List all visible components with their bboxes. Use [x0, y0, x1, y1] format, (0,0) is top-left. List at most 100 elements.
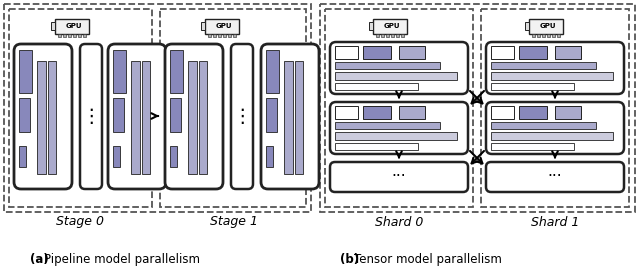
Bar: [491, 73, 612, 80]
Text: Stage 0: Stage 0: [56, 216, 104, 228]
Bar: [396, 34, 399, 36]
Bar: [142, 61, 150, 174]
Bar: [401, 34, 403, 36]
Bar: [552, 34, 554, 36]
Bar: [199, 61, 207, 174]
Bar: [491, 46, 514, 59]
Bar: [188, 61, 197, 174]
Bar: [170, 146, 177, 167]
Bar: [37, 61, 46, 174]
Bar: [160, 9, 306, 207]
Bar: [19, 146, 26, 167]
Bar: [491, 106, 514, 119]
Bar: [113, 146, 120, 167]
Bar: [529, 18, 563, 34]
Bar: [113, 98, 124, 132]
Bar: [547, 34, 550, 36]
Text: GPU: GPU: [384, 23, 400, 29]
Bar: [320, 4, 635, 212]
Bar: [284, 61, 293, 174]
Bar: [218, 34, 221, 36]
Text: Tensor model parallelism: Tensor model parallelism: [354, 253, 502, 267]
Bar: [19, 50, 33, 93]
Bar: [335, 143, 418, 150]
Bar: [335, 106, 358, 119]
Bar: [113, 50, 127, 93]
FancyBboxPatch shape: [330, 162, 468, 192]
Bar: [205, 18, 239, 34]
Text: ···: ···: [392, 169, 406, 185]
Bar: [170, 98, 180, 132]
Bar: [51, 22, 55, 30]
Text: Shard 0: Shard 0: [375, 216, 423, 228]
Bar: [519, 106, 547, 119]
Bar: [525, 22, 529, 30]
Bar: [170, 50, 184, 93]
FancyBboxPatch shape: [14, 44, 72, 189]
Bar: [58, 34, 61, 36]
Bar: [335, 62, 440, 69]
Bar: [223, 34, 225, 36]
Bar: [55, 18, 89, 34]
Text: GPU: GPU: [216, 23, 232, 29]
Bar: [363, 106, 391, 119]
Bar: [73, 34, 76, 36]
Text: ···: ···: [548, 169, 563, 185]
Text: ⋮: ⋮: [81, 106, 100, 125]
Bar: [266, 50, 280, 93]
Bar: [555, 106, 580, 119]
Bar: [131, 61, 140, 174]
Bar: [335, 122, 440, 129]
Bar: [201, 22, 205, 30]
Bar: [335, 132, 456, 140]
Bar: [376, 34, 378, 36]
Bar: [78, 34, 81, 36]
Bar: [373, 18, 407, 34]
FancyBboxPatch shape: [165, 44, 223, 189]
Bar: [399, 106, 424, 119]
Text: Stage 1: Stage 1: [210, 216, 258, 228]
Bar: [68, 34, 70, 36]
Bar: [266, 98, 276, 132]
Bar: [481, 9, 629, 207]
Bar: [266, 146, 273, 167]
Bar: [363, 46, 391, 59]
Text: GPU: GPU: [540, 23, 556, 29]
Bar: [399, 46, 424, 59]
Bar: [19, 98, 29, 132]
Bar: [63, 34, 65, 36]
Bar: [335, 73, 456, 80]
FancyBboxPatch shape: [261, 44, 319, 189]
FancyBboxPatch shape: [330, 42, 468, 94]
FancyBboxPatch shape: [108, 44, 166, 189]
Bar: [233, 34, 236, 36]
Text: (a): (a): [30, 253, 49, 267]
Text: Pipeline model parallelism: Pipeline model parallelism: [44, 253, 200, 267]
Bar: [557, 34, 559, 36]
FancyBboxPatch shape: [330, 102, 468, 154]
Bar: [9, 9, 152, 207]
Text: GPU: GPU: [66, 23, 83, 29]
Bar: [213, 34, 216, 36]
Bar: [555, 46, 580, 59]
FancyBboxPatch shape: [486, 102, 624, 154]
Bar: [542, 34, 545, 36]
FancyBboxPatch shape: [486, 42, 624, 94]
Bar: [381, 34, 383, 36]
Bar: [325, 9, 473, 207]
Bar: [491, 122, 596, 129]
FancyBboxPatch shape: [80, 44, 102, 189]
Text: (b): (b): [340, 253, 359, 267]
Bar: [537, 34, 540, 36]
Bar: [335, 46, 358, 59]
Bar: [208, 34, 211, 36]
Bar: [4, 4, 311, 212]
Bar: [369, 22, 373, 30]
Bar: [532, 34, 534, 36]
Bar: [228, 34, 230, 36]
Bar: [386, 34, 388, 36]
FancyBboxPatch shape: [486, 162, 624, 192]
Bar: [519, 46, 547, 59]
Bar: [491, 143, 574, 150]
Text: ⋮: ⋮: [232, 106, 252, 125]
